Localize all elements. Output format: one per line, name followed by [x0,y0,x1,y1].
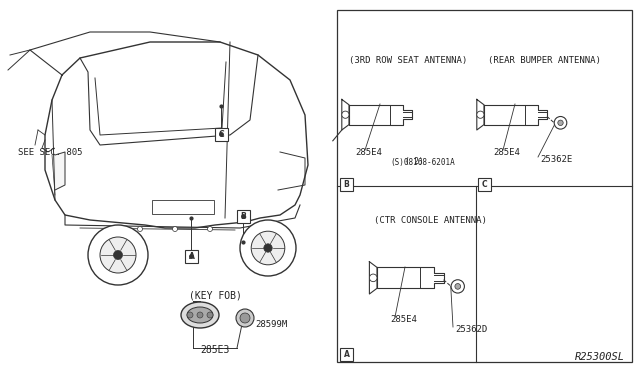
Circle shape [240,313,250,323]
Text: R25300SL: R25300SL [575,352,625,362]
Text: B: B [344,180,349,189]
Circle shape [369,274,377,282]
Circle shape [342,111,349,118]
Text: 285E4: 285E4 [390,315,417,324]
Circle shape [88,225,148,285]
Circle shape [477,111,484,118]
Ellipse shape [181,302,219,328]
Text: C: C [219,130,224,139]
Text: 285E3: 285E3 [200,345,230,355]
Text: A: A [189,252,195,261]
Text: 285E4: 285E4 [493,148,520,157]
Text: B: B [241,212,246,221]
Text: (CTR CONSOLE ANTENNA): (CTR CONSOLE ANTENNA) [374,215,486,224]
Bar [337,10,632,362]
Bar [152,200,214,214]
Text: (REAR BUMPER ANTENNA): (REAR BUMPER ANTENNA) [488,55,600,64]
Circle shape [558,120,563,125]
Circle shape [455,283,461,289]
Circle shape [173,227,177,231]
Text: (S)08168-6201A: (S)08168-6201A [390,158,455,167]
Circle shape [451,280,465,293]
Circle shape [207,312,213,318]
Text: 25362D: 25362D [455,325,487,334]
Circle shape [108,227,113,231]
Circle shape [138,227,143,231]
Circle shape [251,231,285,265]
Bar [340,178,353,191]
Bar [185,250,198,263]
Bar [237,210,250,223]
Text: 285E4: 285E4 [355,148,382,157]
Bar [215,128,228,141]
Circle shape [113,250,122,260]
Circle shape [207,227,212,231]
Circle shape [264,244,272,252]
Circle shape [100,237,136,273]
Bar [478,178,491,191]
Ellipse shape [187,307,213,323]
Text: 25362E: 25362E [540,155,572,164]
Text: (3RD ROW SEAT ANTENNA): (3RD ROW SEAT ANTENNA) [349,55,467,64]
Text: SEE SEC. 805: SEE SEC. 805 [18,148,83,157]
Text: (KEY FOB): (KEY FOB) [189,290,241,300]
Circle shape [554,116,567,129]
Text: A: A [344,350,349,359]
Circle shape [197,312,203,318]
Text: C: C [482,180,487,189]
Text: ( 2): ( 2) [405,157,424,166]
Bar [340,348,353,361]
Text: 28599M: 28599M [255,320,287,329]
Polygon shape [55,152,65,190]
Circle shape [236,309,254,327]
Circle shape [187,312,193,318]
Circle shape [240,220,296,276]
